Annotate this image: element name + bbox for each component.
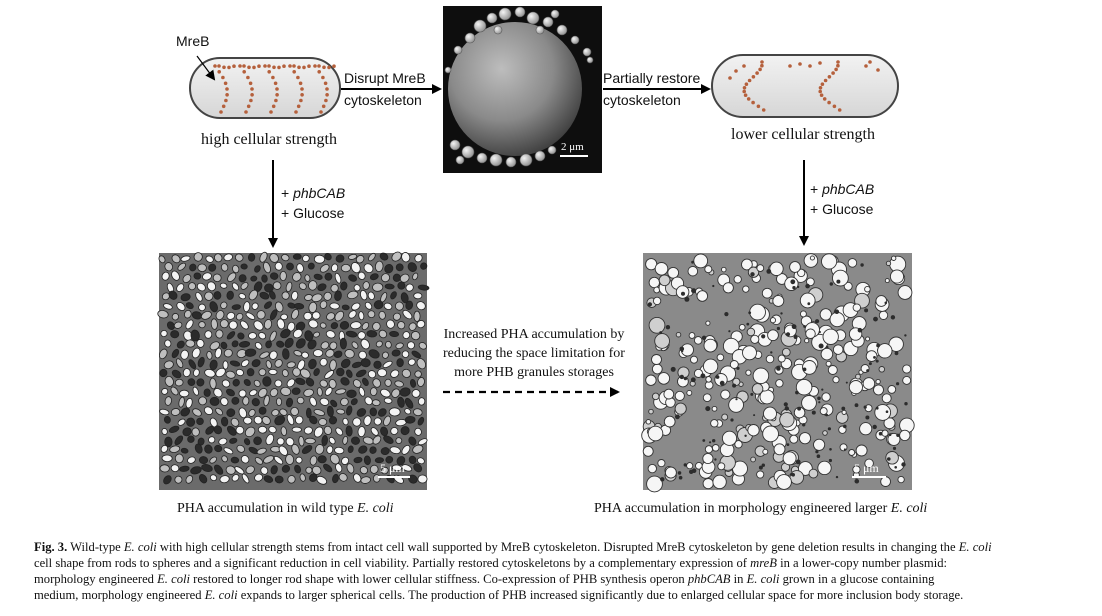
tem-wildtype-image xyxy=(157,251,430,490)
tem-right-caption: PHA accumulation in morphology engineere… xyxy=(594,501,928,516)
tem-right-scale-label: 5 μm xyxy=(854,461,879,475)
tem-left-scale-label: 5 μm xyxy=(380,461,405,475)
caption-line-2: cell shape from rods to spheres and a si… xyxy=(34,556,948,570)
caption-line-4: medium, morphology engineered E. coli ex… xyxy=(34,588,964,602)
mreb-pointer-arrow xyxy=(196,55,216,81)
right-down-label-1: + phbCAB xyxy=(810,181,875,197)
mreb-helix-dots-right xyxy=(728,60,880,112)
mreb-label: MreB xyxy=(176,33,210,49)
mreb-helix-dots-left xyxy=(213,64,336,114)
engineered-rod-cell xyxy=(711,54,899,118)
caption-line-3: morphology engineered E. coli restored t… xyxy=(34,572,935,586)
wildtype-rod-cell xyxy=(189,57,341,119)
caption-line-1: Fig. 3. Wild-type E. coli with high cell… xyxy=(34,540,992,554)
sem-beads xyxy=(444,6,594,168)
left-down-label-2: + Glucose xyxy=(281,205,345,221)
restore-label-line2: cytoskeleton xyxy=(603,92,681,108)
left-down-label-1: + phbCAB xyxy=(281,185,346,201)
restore-label-line1: Partially restore xyxy=(603,70,701,86)
right-cell-caption: lower cellular strength xyxy=(731,126,875,143)
middle-text-line2: reducing the space limitation for xyxy=(443,346,625,361)
sem-scale-label: 2 μm xyxy=(561,141,584,153)
figure-caption: Fig. 3. Wild-type E. coli with high cell… xyxy=(34,539,1074,603)
left-cell-caption: high cellular strength xyxy=(201,131,337,148)
middle-text-line1: Increased PHA accumulation by xyxy=(443,327,625,342)
middle-text-line3: more PHB granules storages xyxy=(454,365,614,380)
right-down-label-2: + Glucose xyxy=(810,201,874,217)
tem-left-caption: PHA accumulation in wild type E. coli xyxy=(177,501,394,516)
sem-sphere-image xyxy=(443,6,602,173)
tem-engineered-image xyxy=(641,253,915,493)
disrupt-label-line2: cytoskeleton xyxy=(344,92,422,108)
disrupt-label-line1: Disrupt MreB xyxy=(344,70,426,86)
